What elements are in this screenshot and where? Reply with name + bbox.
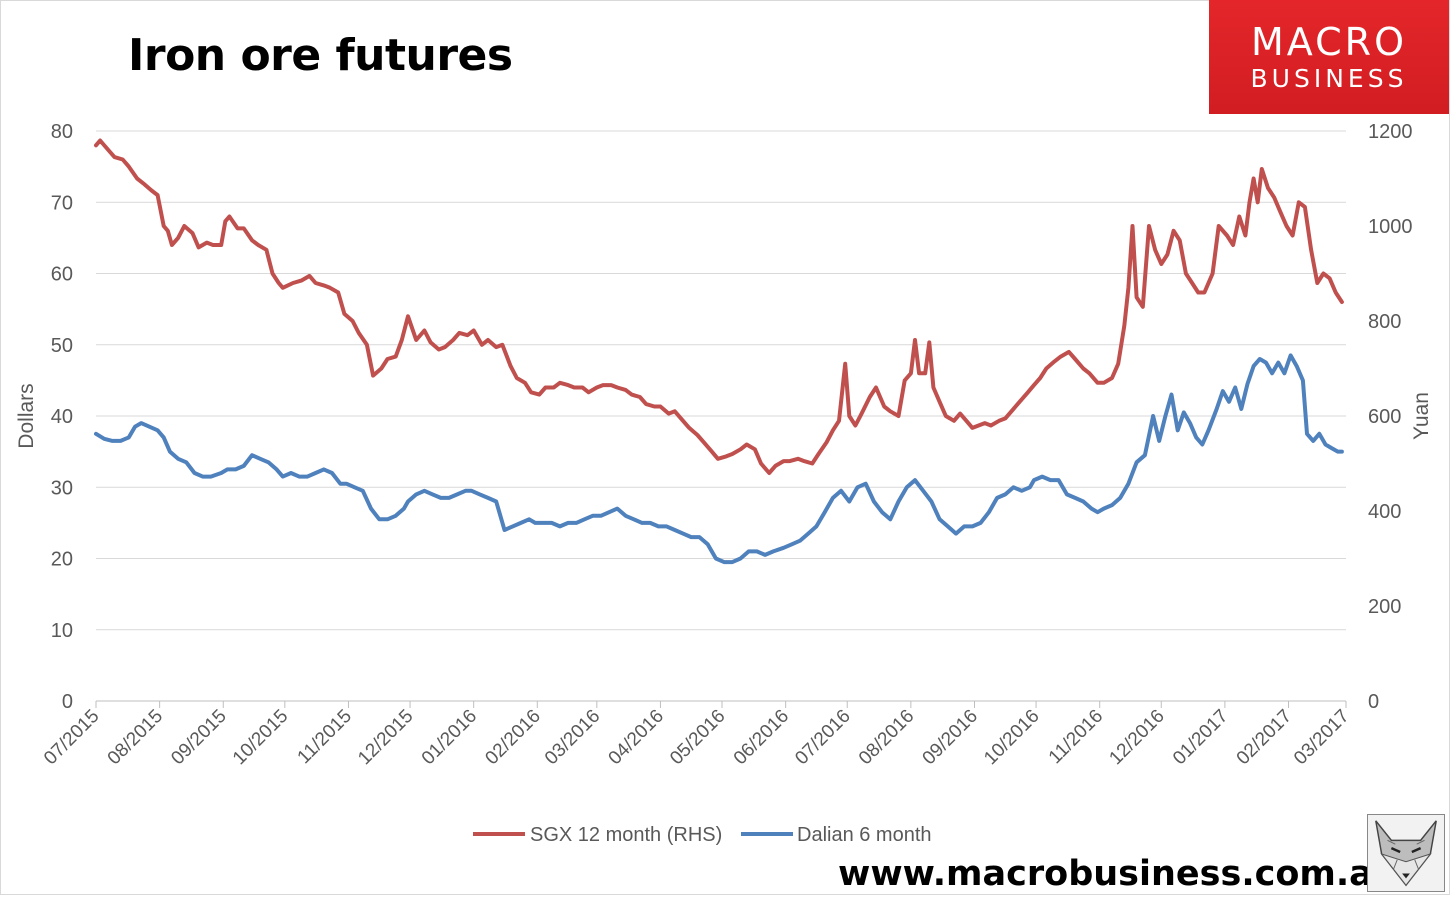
series-line [94, 138, 1344, 475]
y2-axis-label: Yuan [1410, 392, 1433, 440]
x-tick-label: 12/2015 [354, 706, 417, 769]
y-tick-label: 80 [51, 121, 73, 143]
x-tick-label: 11/2015 [294, 706, 356, 768]
series-line [94, 353, 1344, 565]
x-tick-label: 02/2016 [481, 706, 544, 769]
x-tick-label: 10/2015 [229, 706, 292, 769]
y2-tick-label: 200 [1368, 596, 1401, 618]
left-axis-ticks: 0 10 20 30 40 50 60 70 80 [51, 121, 73, 713]
y-tick-label: 30 [51, 477, 73, 499]
x-tick-label: 10/2016 [980, 706, 1043, 769]
y2-tick-label: 600 [1368, 406, 1401, 428]
y2-tick-label: 0 [1368, 691, 1379, 713]
x-tick-label: 07/2015 [40, 706, 103, 769]
fox-logo-icon [1367, 814, 1445, 892]
x-tick-label: 11/2016 [1045, 706, 1107, 768]
gridlines [96, 130, 1346, 702]
y2-tick-label: 1000 [1368, 216, 1413, 238]
x-tick-label: 02/2017 [1233, 706, 1296, 769]
chart-title: Iron ore futures [128, 30, 513, 81]
y-tick-label: 50 [51, 335, 73, 357]
x-tick-label: 06/2016 [730, 706, 793, 769]
legend-label: SGX 12 month (RHS) [530, 824, 722, 846]
y2-tick-label: 1200 [1368, 121, 1413, 143]
x-tick-label: 08/2015 [104, 706, 167, 769]
logo-line-1: MACRO [1251, 20, 1407, 64]
x-tick-label: 01/2017 [1169, 706, 1232, 769]
x-tick-label: 05/2016 [666, 706, 729, 769]
right-axis-ticks: 0 200 400 600 800 1000 1200 [1368, 121, 1413, 713]
y-tick-label: 40 [51, 406, 73, 428]
y-tick-label: 20 [51, 549, 73, 571]
legend: SGX 12 month (RHS) Dalian 6 month [473, 824, 932, 846]
y2-tick-label: 800 [1368, 311, 1401, 333]
x-tick-label: 08/2016 [855, 706, 918, 769]
x-tick-label: 09/2016 [919, 706, 982, 769]
y-tick-label: 60 [51, 264, 73, 286]
x-tick-label: 07/2016 [791, 706, 854, 769]
x-tick-label: 04/2016 [605, 706, 668, 769]
x-tick-label: 09/2015 [167, 706, 230, 769]
x-tick-label: 03/2016 [541, 706, 604, 769]
y2-tick-label: 400 [1368, 501, 1401, 523]
logo-line-2: BUSINESS [1250, 64, 1408, 93]
y-axis-label: Dollars [15, 383, 38, 448]
y-tick-label: 70 [51, 192, 73, 214]
x-tick-label: 01/2016 [418, 706, 481, 769]
y-tick-label: 10 [51, 620, 73, 642]
series-lines [94, 138, 1344, 565]
y-tick-label: 0 [62, 691, 73, 713]
legend-label: Dalian 6 month [797, 824, 932, 846]
x-tick-label: 12/2016 [1105, 706, 1168, 769]
macrobusiness-logo: MACRO BUSINESS [1209, 0, 1449, 114]
footer-url: www.macrobusiness.com.au [838, 854, 1398, 894]
x-tick-label: 03/2017 [1290, 706, 1353, 769]
